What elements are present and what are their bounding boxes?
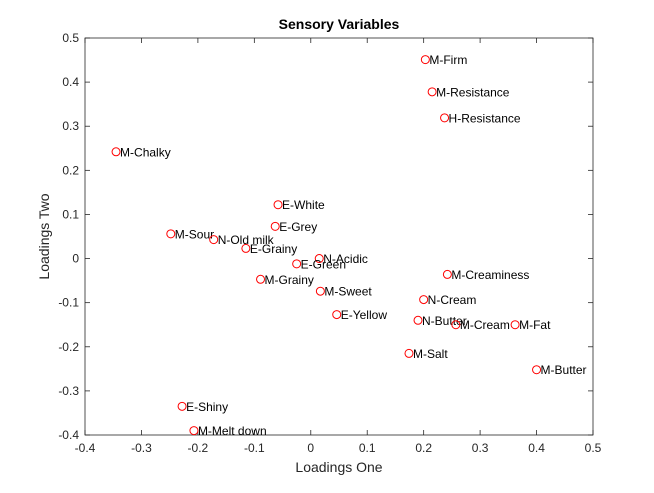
point-marker [256, 274, 266, 284]
data-points: M-Firm M-Resistance H-Resistance M-Chalky E-… [111, 53, 587, 438]
point-label: E-Grey [279, 220, 317, 234]
point-label: N-Acidic [323, 252, 368, 266]
point-label: M-Melt down [198, 424, 267, 438]
y-tick-label: 0.2 [62, 163, 79, 177]
point-label: M-Firm [429, 53, 467, 67]
point-marker [166, 229, 176, 239]
point-label: E-Grainy [250, 242, 297, 256]
point-marker [111, 147, 121, 157]
data-point: M-Cream [451, 318, 510, 332]
y-axis-label: Loadings Two [36, 193, 52, 279]
data-point: M-Salt [404, 347, 448, 361]
point-marker [420, 55, 430, 65]
x-tick-label: -0.2 [188, 441, 209, 455]
x-tick-label: 0 [307, 441, 314, 455]
data-point: M-Butter [532, 363, 587, 377]
data-point: M-Firm [420, 53, 467, 67]
chart-title: Sensory Variables [279, 16, 400, 32]
y-tick-label: -0.4 [58, 428, 79, 442]
data-point: N-Butter [413, 314, 467, 328]
data-point: M-Sour [166, 227, 214, 241]
data-point: M-Creaminess [442, 268, 529, 282]
data-point: M-Melt down [189, 424, 267, 438]
point-label: E-Green [301, 257, 346, 271]
point-label: M-Fat [519, 318, 551, 332]
point-label: M-Sour [175, 227, 214, 241]
point-marker [189, 426, 199, 436]
data-point: M-Sweet [315, 285, 372, 299]
point-marker [440, 113, 450, 123]
y-tick-label: 0.5 [62, 31, 79, 45]
x-tick-label: 0.4 [528, 441, 545, 455]
y-tick-label: -0.2 [58, 340, 79, 354]
point-marker [241, 243, 251, 253]
data-point: E-Grey [270, 220, 317, 234]
point-label: N-Old milk [218, 233, 275, 247]
x-tick-label: -0.1 [244, 441, 265, 455]
point-label: M-Butter [541, 363, 587, 377]
x-axis-label: Loadings One [295, 459, 382, 475]
data-point: M-Resistance [427, 85, 510, 99]
point-label: E-Yellow [341, 308, 388, 322]
point-marker [510, 320, 520, 330]
data-point: E-Yellow [332, 308, 388, 322]
point-marker [451, 320, 461, 330]
point-label: M-Cream [460, 318, 510, 332]
y-tick-label: -0.3 [58, 384, 79, 398]
axis-ticks: -0.4 -0.3 -0.2 -0.1 0 0.1 0.2 0.3 0.4 0.5 -0.4 -0.3… [58, 31, 601, 455]
point-label: M-Chalky [120, 145, 171, 159]
x-tick-label: 0.3 [472, 441, 489, 455]
point-label: M-Sweet [324, 285, 372, 299]
point-marker [442, 269, 452, 279]
point-marker [209, 235, 219, 245]
point-label: N-Cream [428, 293, 477, 307]
data-point: E-Grainy [241, 242, 297, 256]
x-tick-label: 0.2 [415, 441, 432, 455]
y-tick-label: 0.1 [62, 207, 79, 221]
x-tick-label: 0.1 [359, 441, 376, 455]
axes-frame [84, 37, 594, 436]
point-label: E-Shiny [186, 400, 228, 414]
data-point: E-Green [292, 257, 346, 271]
x-tick-label: 0.5 [585, 441, 602, 455]
point-marker [314, 254, 324, 264]
data-point: H-Resistance [440, 111, 521, 125]
point-label: E-White [282, 198, 325, 212]
point-marker [270, 221, 280, 231]
data-point: M-Chalky [111, 145, 171, 159]
point-marker [419, 295, 429, 305]
point-marker [413, 315, 423, 325]
point-marker [427, 87, 437, 97]
point-label: M-Salt [413, 347, 448, 361]
data-point: N-Acidic [314, 252, 368, 266]
point-label: M-Grainy [265, 273, 314, 287]
point-label: M-Resistance [436, 85, 510, 99]
x-tick-label: -0.3 [131, 441, 152, 455]
y-tick-label: 0.3 [62, 119, 79, 133]
y-tick-label: -0.1 [58, 296, 79, 310]
point-marker [404, 348, 414, 358]
data-point: E-Shiny [177, 400, 228, 414]
point-marker [532, 365, 542, 375]
point-marker [332, 310, 342, 320]
x-tick-label: -0.4 [75, 441, 96, 455]
y-tick-label: 0.4 [62, 75, 79, 89]
data-point: N-Cream [419, 293, 477, 307]
data-point: N-Old milk [209, 233, 275, 247]
point-label: N-Butter [422, 314, 467, 328]
point-marker [177, 401, 187, 411]
y-tick-label: 0 [72, 252, 79, 266]
data-point: E-White [273, 198, 325, 212]
data-point: M-Grainy [256, 273, 314, 287]
point-marker [273, 200, 283, 210]
point-marker [315, 286, 325, 296]
point-label: H-Resistance [449, 111, 521, 125]
point-marker [292, 259, 302, 269]
point-label: M-Creaminess [451, 268, 529, 282]
data-point: M-Fat [510, 318, 551, 332]
